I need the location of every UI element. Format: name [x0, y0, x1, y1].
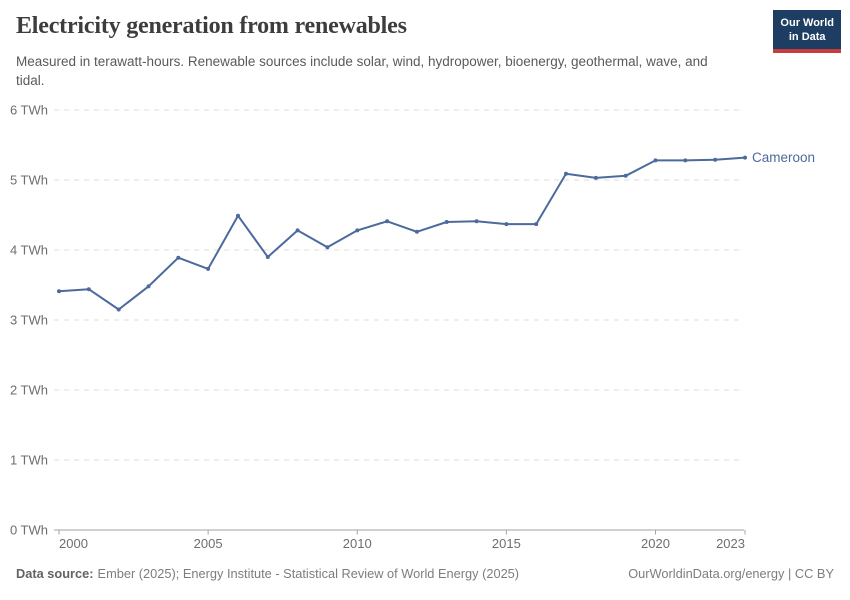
series-end-label[interactable]: Cameroon — [752, 150, 815, 165]
data-source: Data source: Ember (2025); Energy Institu… — [16, 566, 519, 581]
data-point[interactable] — [713, 157, 718, 162]
page-title: Electricity generation from renewables — [16, 13, 407, 39]
data-point[interactable] — [265, 255, 270, 259]
y-tick-label: 4 TWh — [10, 243, 48, 258]
data-point[interactable] — [57, 289, 61, 294]
y-tick-label: 2 TWh — [10, 383, 48, 398]
data-source-label: Data source: — [16, 566, 94, 581]
data-point[interactable] — [236, 213, 240, 218]
data-point[interactable] — [355, 228, 360, 233]
data-point[interactable] — [295, 228, 300, 233]
y-tick-label: 1 TWh — [10, 453, 48, 468]
x-tick-label: 2000 — [59, 536, 88, 551]
x-tick-label: 2010 — [343, 536, 372, 551]
data-point[interactable] — [683, 158, 688, 163]
data-point[interactable] — [743, 155, 747, 160]
y-tick-label: 5 TWh — [10, 173, 48, 188]
chart-footer: Data source: Ember (2025); Energy Institu… — [0, 566, 850, 581]
line-chart[interactable]: 0 TWh 1 TWh 2 TWh 3 TWh 4 TWh 5 TWh 6 TWh 2000 2… — [0, 95, 850, 560]
owid-logo[interactable]: Our World in Data — [773, 10, 841, 53]
data-point[interactable] — [385, 219, 390, 224]
x-tick-label: 2020 — [641, 536, 670, 551]
data-point[interactable] — [564, 171, 568, 176]
data-point[interactable] — [146, 284, 151, 289]
chart-canvas[interactable]: 0 TWh 1 TWh 2 TWh 3 TWh 4 TWh 5 TWh 6 TWh 2000 2… — [0, 95, 850, 560]
data-point[interactable] — [623, 173, 628, 178]
data-point[interactable] — [86, 287, 91, 292]
owid-logo-line2: in Data — [788, 31, 826, 44]
data-point[interactable] — [414, 229, 419, 234]
x-tick-label: 2023 — [716, 536, 745, 551]
x-tick-label: 2015 — [492, 536, 521, 551]
data-point[interactable] — [504, 222, 509, 227]
data-point[interactable] — [116, 307, 121, 312]
y-tick-label: 3 TWh — [10, 313, 48, 328]
data-source-value: Ember (2025); Energy Institute - Statist… — [97, 566, 520, 581]
data-point[interactable] — [593, 175, 598, 180]
x-tick-label: 2005 — [194, 536, 223, 551]
data-point[interactable] — [474, 219, 479, 224]
data-point[interactable] — [325, 245, 330, 250]
chart-subtitle: Measured in terawatt-hours. Renewable so… — [16, 54, 708, 89]
y-tick-label: 6 TWh — [10, 103, 48, 118]
data-point[interactable] — [206, 266, 211, 271]
owid-logo-line1: Our World — [780, 17, 834, 29]
data-point[interactable] — [444, 220, 449, 224]
y-tick-label: 0 TWh — [10, 523, 48, 538]
data-point[interactable] — [534, 222, 539, 227]
data-point[interactable] — [653, 158, 658, 163]
data-point[interactable] — [176, 255, 181, 260]
data-line[interactable] — [58, 156, 746, 311]
footer-license-link[interactable]: OurWorldinData.org/energy | CC BY — [628, 566, 834, 581]
